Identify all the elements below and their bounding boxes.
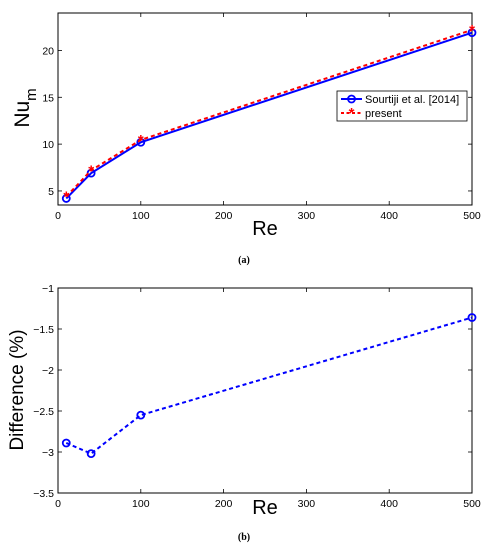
chart-b-xtick-label: 400: [380, 498, 398, 510]
caption-b: (b): [238, 532, 250, 543]
chart-b-xtick-label: 100: [132, 498, 150, 510]
legend-present-label: present: [365, 108, 402, 120]
chart-a-ylabel-main: Nu: [11, 101, 34, 128]
chart-b-series-0-point: [136, 410, 146, 420]
chart-b-xtick-label: 500: [463, 498, 481, 510]
chart-b-series-0-point: [61, 438, 71, 448]
chart-b-series-0-point: [467, 313, 477, 322]
chart-a-xtick-label: 200: [215, 210, 233, 222]
chart-b-ytick-label: −1: [42, 283, 54, 295]
chart-b-ytick-label: −3: [42, 447, 54, 459]
chart-b-series-0-line: [65, 316, 473, 455]
chart-a-xlabel: Re: [252, 218, 278, 240]
chart-a-ylabel: Num: [11, 88, 40, 127]
chart-b-ytick-label: −2.5: [33, 406, 54, 418]
chart-a-ticks: 0 100 200 300 400 500 5 10 15 20: [42, 13, 481, 222]
chart-b-series-0-point: [86, 449, 96, 459]
chart-a: 0 100 200 300 400 500 5 10 15 20 * * * * Re Num Sour…: [11, 12, 481, 240]
chart-a-series-1-point: *: [138, 132, 144, 149]
chart-a-ylabel-sub: m: [23, 88, 40, 101]
chart-a-series-1-point: *: [469, 22, 475, 39]
legend-present-marker: *: [349, 105, 355, 122]
chart-a-xtick-label: 400: [380, 210, 398, 222]
legend-box: [336, 90, 468, 122]
chart-a-ytick-label: 20: [42, 45, 54, 57]
chart-a-xtick-label: 500: [463, 210, 481, 222]
chart-a-series-0-line: [65, 31, 473, 200]
chart-b-xtick-label: 200: [215, 498, 233, 510]
chart-a-series-1-point: *: [88, 162, 94, 179]
chart-b-ytick-label: −2: [42, 365, 54, 377]
chart-b-xtick-label: 300: [298, 498, 316, 510]
chart-b-ticks: 0 100 200 300 400 500 −3.5 −3 −2.5 −2 −1.5 −1: [33, 283, 481, 510]
chart-b-ylabel: Difference (%): [7, 329, 28, 450]
chart-b-series: [61, 313, 477, 459]
chart-a-plot-frame: [57, 12, 473, 206]
chart-a-ytick-label: 15: [42, 92, 54, 104]
chart-a-series-1-line: [65, 28, 473, 198]
chart-b: 0 100 200 300 400 500 −3.5 −3 −2.5 −2 −1.5 −1 Re Di…: [7, 283, 481, 519]
chart-a-legend: Sourtiji et al. [2014] * present: [336, 90, 468, 122]
chart-a-series-0-point: [136, 137, 146, 147]
chart-b-ytick-label: −3.5: [33, 488, 54, 500]
legend-sourtiji-marker: [347, 94, 356, 104]
chart-a-series-0-point: [467, 28, 477, 38]
chart-b-xlabel: Re: [252, 497, 278, 519]
chart-a-ytick-label: 10: [42, 139, 54, 151]
legend-sourtiji-label: Sourtiji et al. [2014]: [365, 94, 459, 106]
chart-a-series-1-point: *: [63, 189, 69, 206]
chart-a-series-0-point: [61, 194, 71, 203]
chart-a-xtick-label: 300: [298, 210, 316, 222]
chart-a-series: * * * *: [61, 22, 477, 206]
chart-a-ytick-label: 5: [48, 186, 54, 198]
chart-b-ytick-label: −1.5: [33, 324, 54, 336]
chart-a-xtick-label: 0: [55, 210, 61, 222]
chart-b-xtick-label: 0: [55, 498, 61, 510]
chart-a-xtick-label: 100: [132, 210, 150, 222]
chart-b-plot-frame: [57, 287, 473, 494]
caption-a: (a): [238, 255, 250, 266]
